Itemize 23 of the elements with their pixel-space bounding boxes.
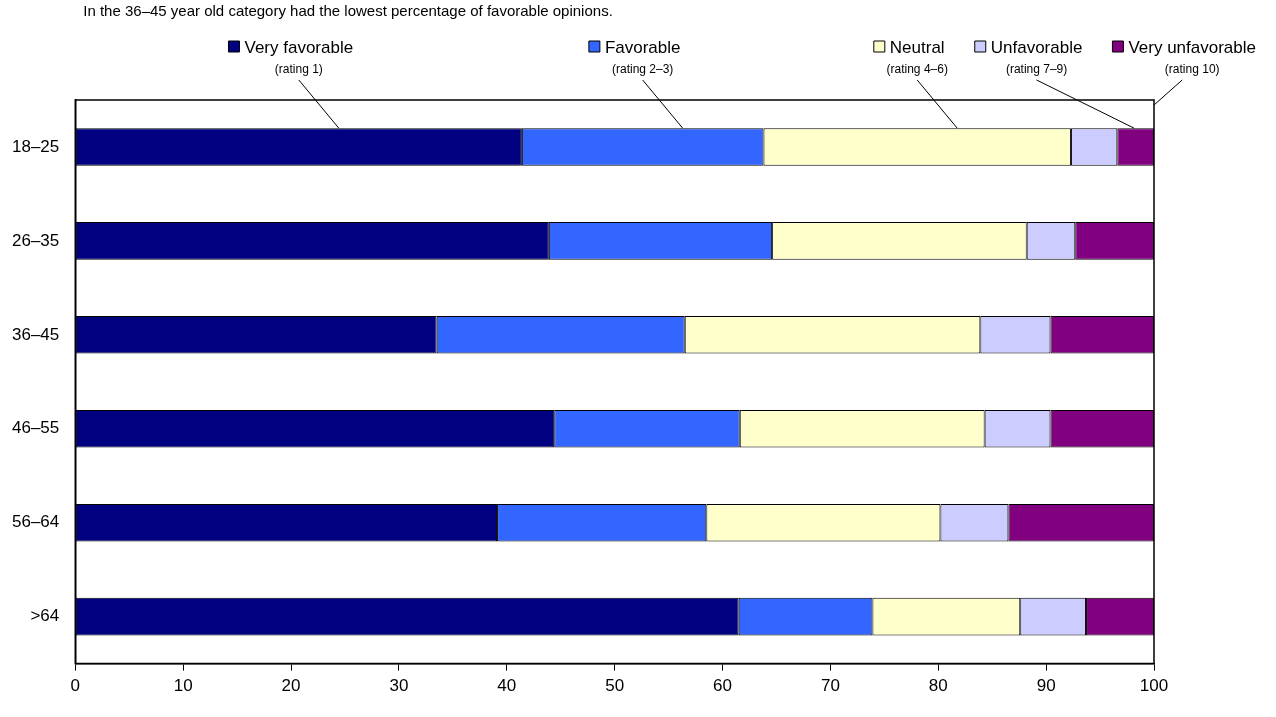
y-tick-label: 18–25 (11, 136, 60, 156)
y-tick-label: >64 (30, 606, 60, 626)
x-tick-label: 80 (928, 676, 948, 696)
x-tick-label: 100 (1139, 676, 1169, 696)
x-tick-label: 60 (713, 676, 732, 696)
x-tick-label: 10 (173, 676, 193, 696)
legend-label: Favorable (rating 2–3) (604, 38, 681, 76)
y-tick-label: 36–45 (11, 324, 60, 344)
y-tick-label: 26–35 (11, 230, 60, 250)
legend-label: Neutral (rating 4–6) (886, 38, 948, 76)
legend-label: Very favorable (rating 1) (244, 38, 354, 76)
x-tick-label: 30 (389, 676, 409, 696)
x-tick-label: 0 (70, 676, 81, 696)
legend-label: Unfavorable (rating 7–9) (990, 38, 1083, 76)
x-tick-label: 70 (820, 676, 840, 696)
x-tick-label: 20 (281, 676, 301, 696)
y-tick-label: 46–55 (11, 418, 60, 438)
x-tick-label: 50 (605, 676, 625, 696)
x-tick-label: 40 (497, 676, 517, 696)
x-tick-label: 90 (1036, 676, 1056, 696)
text: In the 36–45 year old category had the lowest percentage of favorable opinions. (83, 1, 613, 19)
legend-label: Very unfavorable (rating 10) (1128, 38, 1257, 76)
y-tick-label: 56–64 (11, 512, 60, 532)
